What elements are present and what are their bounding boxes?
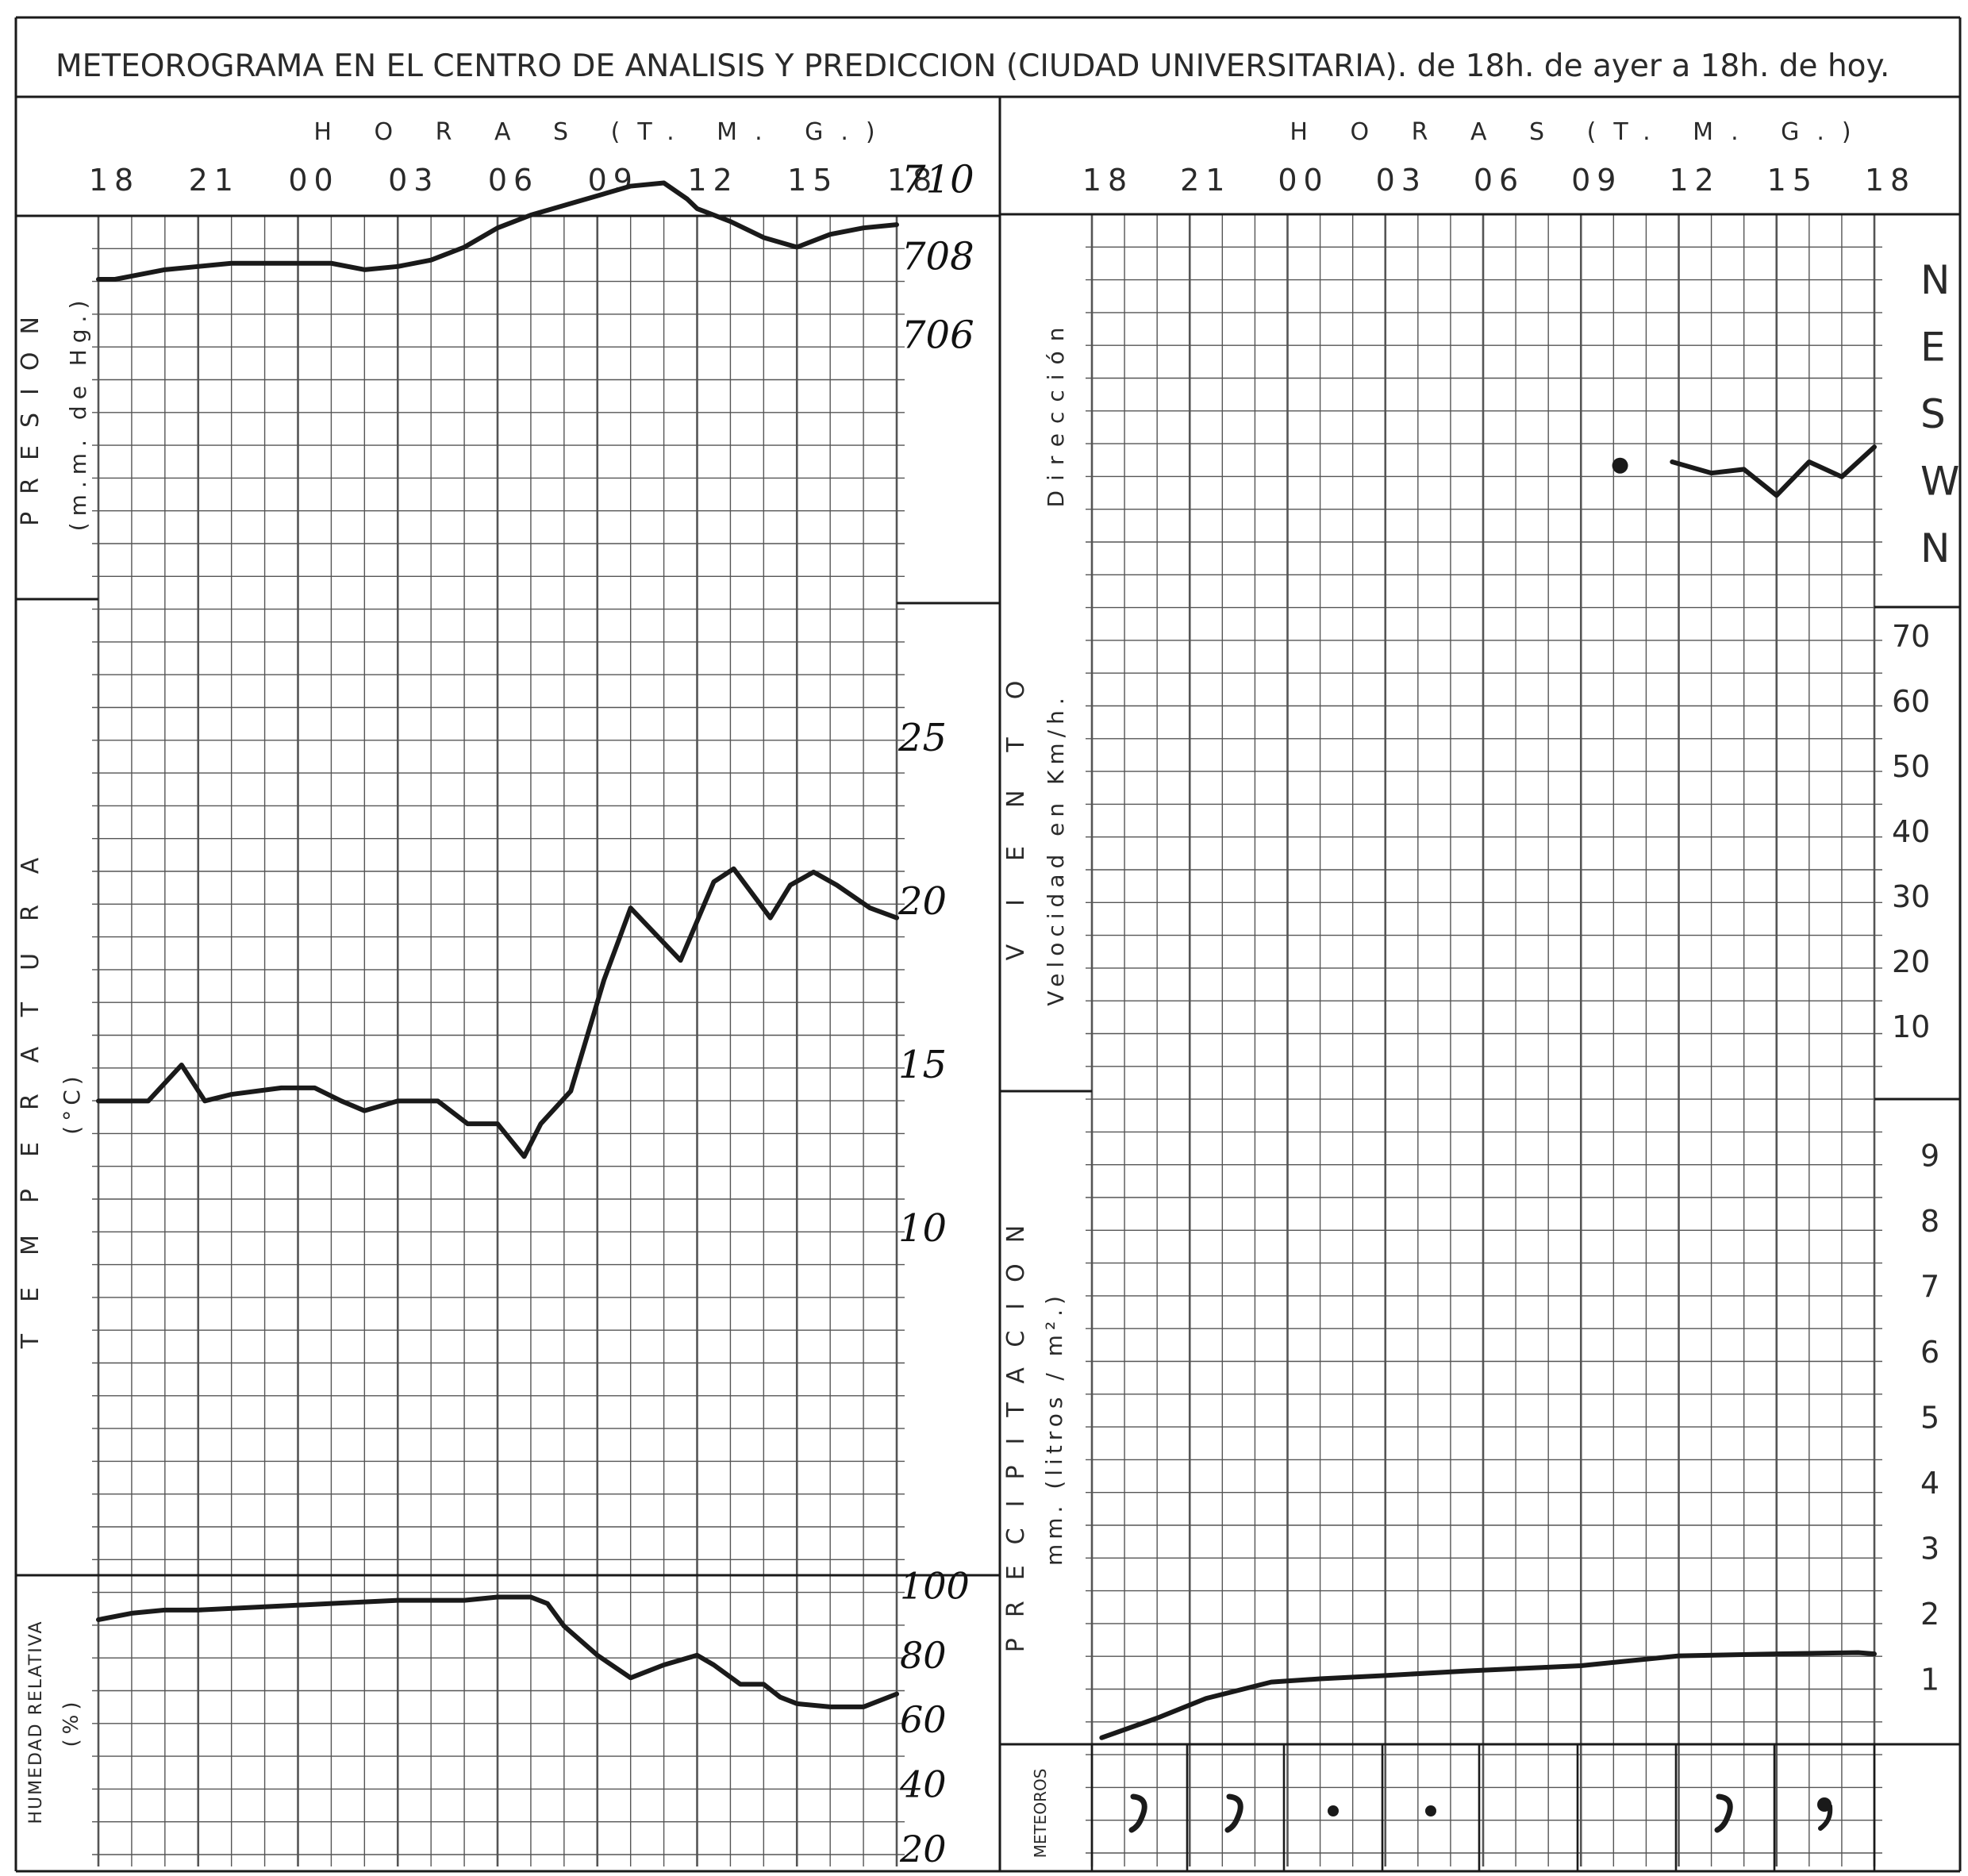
temperatura-tick: 20	[898, 879, 947, 924]
hour-axis-left: 18 21 00 03 06 09 12 15 18	[89, 163, 938, 198]
meteoro-comma	[1818, 1804, 1833, 1831]
hour-tick: 00	[288, 163, 339, 198]
velocidad-tick: 60	[1892, 684, 1930, 719]
direccion-tick: N	[1920, 525, 1950, 571]
direccion-tick: S	[1920, 391, 1946, 437]
precipitacion-tick: 4	[1920, 1466, 1939, 1501]
presion-unit-label: (m.m. de Hg.)	[65, 294, 91, 532]
humedad-line	[96, 1594, 899, 1709]
hour-tick: 15	[787, 163, 838, 198]
precipitacion-tick: 6	[1920, 1335, 1939, 1370]
velocidad-tick: 40	[1892, 814, 1930, 849]
hour-tick: 15	[1767, 163, 1818, 198]
hours-header-left: H O R A S (T. M. G.)	[313, 118, 892, 146]
velocidad-label: Velocidad en Km/h.	[1043, 692, 1069, 1006]
precipitacion-tick: 1	[1920, 1663, 1939, 1697]
velocidad-tick: 70	[1892, 619, 1930, 654]
hour-tick: 18	[89, 163, 140, 198]
data-traces	[96, 180, 1877, 1740]
hours-header-right: H O R A S (T. M. G.)	[1290, 118, 1868, 146]
hour-axis-right: 18 21 00 03 06 09 12 15 18	[1082, 163, 1916, 198]
direccion-line	[1670, 444, 1877, 498]
direccion-tick: E	[1920, 325, 1946, 371]
presion-tick: 708	[901, 235, 974, 279]
humedad-label: HUMEDAD RELATIVA	[26, 1620, 46, 1824]
viento-label: VIENTO	[1002, 643, 1030, 961]
velocidad-tick: 10	[1892, 1009, 1930, 1044]
precipitacion-unit-label: mm. (litros / m².)	[1041, 1291, 1067, 1566]
hour-tick: 21	[1180, 163, 1231, 198]
direccion-tick: N	[1920, 257, 1950, 303]
meteoros-row	[1128, 1793, 1833, 1833]
precipitacion-label: PRECIPITACION	[1002, 1205, 1030, 1652]
velocidad-tick: 50	[1892, 749, 1930, 784]
temperatura-tick: 15	[898, 1043, 947, 1087]
hour-tick: 18	[1082, 163, 1133, 198]
presion-line	[96, 180, 899, 282]
chart-title: METEOROGRAMA EN EL CENTRO DE ANALISIS Y …	[56, 48, 1889, 84]
humedad-tick: 80	[900, 1634, 947, 1677]
hour-tick: 06	[1474, 163, 1524, 198]
hour-tick: 21	[189, 163, 240, 198]
hour-tick: 03	[1376, 163, 1427, 198]
hour-tick: 03	[388, 163, 439, 198]
direccion-label: Dirección	[1043, 318, 1069, 508]
precipitacion-tick: 3	[1920, 1532, 1939, 1567]
humedad-tick: 20	[899, 1828, 947, 1870]
temperatura-label: TEMPERATURA	[17, 826, 44, 1349]
humedad-tick: 100	[900, 1564, 970, 1607]
precipitacion-tick: 5	[1920, 1401, 1939, 1436]
presion-label: PRESION	[17, 299, 44, 526]
precipitacion-tick: 8	[1920, 1204, 1939, 1239]
meteoros-label: METEOROS	[1031, 1769, 1050, 1859]
hour-tick: 00	[1278, 163, 1328, 198]
meteoro-dot	[1328, 1805, 1339, 1816]
precipitacion-tick: 9	[1920, 1139, 1939, 1174]
hour-tick: 06	[488, 163, 539, 198]
panel-labels: PRESION (m.m. de Hg.) TEMPERATURA (°C) HUMED…	[17, 294, 1069, 1824]
humedad-tick: 60	[900, 1698, 947, 1741]
hour-tick: 18	[1865, 163, 1916, 198]
velocidad-tick: 30	[1892, 879, 1930, 914]
velocidad-tick: 20	[1892, 944, 1930, 979]
humedad-tick: 40	[899, 1763, 947, 1806]
direccion-point	[1612, 457, 1628, 474]
temperatura-unit-label: (°C)	[59, 1071, 85, 1134]
meteoro-comma	[1128, 1793, 1147, 1833]
hour-tick: 12	[687, 163, 738, 198]
hour-tick: 12	[1669, 163, 1720, 198]
precipitacion-tick: 2	[1920, 1597, 1939, 1632]
temperatura-tick: 10	[898, 1206, 947, 1251]
meteoro-comma	[1224, 1793, 1243, 1833]
hour-tick: 18	[887, 163, 938, 198]
hour-tick: 09	[1571, 163, 1622, 198]
presion-tick: 710	[901, 158, 974, 202]
meteoro-comma	[1714, 1793, 1733, 1833]
presion-tick: 706	[901, 313, 974, 358]
meteoro-dot	[1425, 1805, 1436, 1816]
direccion-tick: W	[1920, 459, 1959, 505]
humedad-unit-label: (%)	[60, 1697, 83, 1747]
precipitacion-line	[1099, 1650, 1877, 1740]
temperatura-tick: 25	[898, 716, 947, 760]
frame	[14, 16, 1962, 1873]
y-tick-labels: 7107087062520151010080604020NESWN7060504…	[898, 158, 1959, 1871]
right-grid	[1086, 213, 1882, 1866]
precipitacion-tick: 7	[1920, 1270, 1939, 1305]
temperatura-line	[96, 866, 899, 1159]
left-grid	[92, 215, 905, 1866]
